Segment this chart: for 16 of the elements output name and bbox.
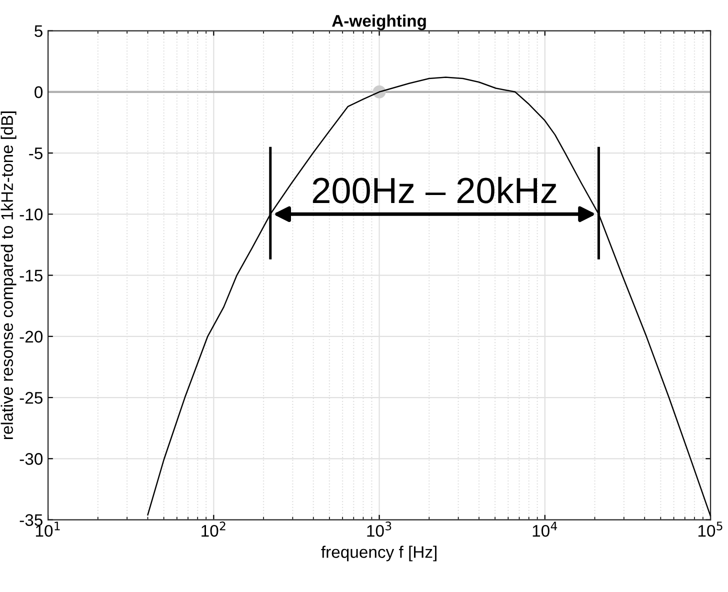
y-axis-title: relative resonse compared to 1kHz-tone [dB] (0, 112, 16, 440)
x-tick-label: 10$^{3}$ (367, 522, 392, 537)
y-tick-label: -30 (20, 453, 43, 465)
y-tick-label: -5 (29, 148, 42, 160)
y-tick-label: -20 (20, 330, 43, 343)
x-tick-label: 10$^{2}$ (202, 522, 226, 537)
annotation: 200Hz – 20kHz (312, 176, 556, 204)
y-tick-label: 5 (34, 25, 42, 37)
x-axis-title: frequency f [Hz] (321, 546, 436, 562)
x-tick-label: 10$^{4}$ (532, 522, 558, 537)
y-tick-label: -15 (20, 270, 42, 282)
x-tick-label: 10$^{5}$ (698, 522, 722, 537)
y-tick-label: -25 (20, 392, 42, 404)
y-tick-label: -10 (20, 208, 43, 220)
chart-title: A-weighting (332, 14, 426, 30)
y-tick-label: 0 (34, 86, 43, 98)
